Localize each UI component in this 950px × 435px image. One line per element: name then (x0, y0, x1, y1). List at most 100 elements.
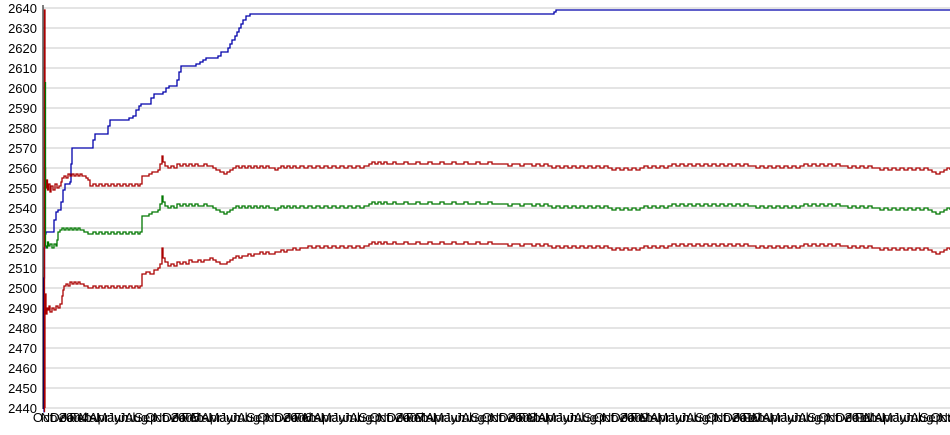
x-axis-month-label: Aug (685, 410, 710, 425)
x-axis-month-label: Jun (107, 410, 129, 425)
x-axis-month-label: Oct (257, 410, 278, 425)
x-axis-month-label: Nov (714, 410, 738, 425)
x-axis-month-label: Oct (145, 410, 166, 425)
x-axis-month-label: Feb (405, 410, 429, 425)
y-axis-tick-label: 2570 (8, 141, 37, 156)
x-axis-month-label: Dec (386, 410, 410, 425)
x-axis-month-label: Mar (190, 410, 214, 425)
x-axis-month-label: Jun (443, 410, 465, 425)
x-axis-month-label: Nov (938, 410, 950, 425)
x-axis-month-label: Mar (302, 410, 326, 425)
x-axis-month-label: Jan (172, 410, 194, 425)
x-axis-month-label: Apr (874, 410, 895, 425)
x-axis-month-label: Nov (40, 410, 64, 425)
y-axis-tick-label: 2530 (8, 221, 37, 236)
x-axis-month-label: Apr (425, 410, 446, 425)
x-axis-month-label: Dec (611, 410, 635, 425)
x-axis-month-label: Aug (910, 410, 934, 425)
y-axis-tick-label: 2550 (8, 181, 37, 196)
x-axis-month-label: Feb (69, 410, 92, 425)
x-axis-month-label: Sep (358, 410, 382, 425)
x-axis-month-label: Jun (892, 410, 914, 425)
x-axis-month-label: Oct (930, 410, 950, 425)
x-axis-month-label: Apr (88, 410, 110, 425)
x-axis-month-label: Dec (723, 410, 747, 425)
x-axis-month-label: Feb (630, 410, 653, 425)
x-axis-month-label: Jun (556, 410, 578, 425)
x-axis-month-label: May (96, 410, 121, 425)
x-axis-month-label: Oct (481, 410, 502, 425)
x-axis-month-label: Mar (639, 410, 662, 425)
x-axis-month-label: Dec (274, 410, 298, 425)
x-axis-month-label: Mar (751, 410, 775, 425)
x-axis-month-label: Nov (489, 410, 513, 425)
y-axis-tick-label: 2620 (8, 41, 37, 56)
x-axis-month-label: Jan (60, 410, 82, 425)
x-axis-month-label: Jun (668, 410, 690, 425)
x-axis-month-label: Nov (826, 410, 850, 425)
x-axis-month-label: Aug (461, 410, 485, 425)
x-axis-month-label: Jan (733, 410, 755, 425)
y-axis-tick-label: 2440 (8, 401, 37, 416)
x-axis-month-label: Mar (78, 410, 101, 425)
x-axis-month-label: May (208, 410, 233, 425)
x-axis-month-label: May (432, 410, 458, 425)
x-axis-month-label: Nov (377, 410, 401, 425)
x-axis-month-label: Oct (32, 410, 54, 425)
y-axis-tick-label: 2590 (8, 101, 37, 116)
x-axis-month-label: Jul (904, 410, 921, 425)
y-axis-tick-label: 2470 (8, 341, 37, 356)
y-axis-tick-label: 2450 (8, 381, 37, 396)
x-axis-month-label: Sep (134, 410, 158, 425)
x-axis-month-label: Jan (284, 410, 306, 425)
y-axis-tick-label: 2500 (8, 281, 37, 296)
x-axis-year-label: 2009 (619, 410, 649, 425)
y-axis-tick-label: 2520 (8, 241, 37, 256)
x-axis-month-label: Sep (919, 410, 943, 425)
x-axis-month-label: Feb (742, 410, 765, 425)
x-axis-month-label: Feb (181, 410, 204, 425)
x-axis-month-label: Sep (695, 410, 719, 425)
x-axis-month-label: Aug (349, 410, 373, 425)
x-axis-month-label: Jul (455, 410, 473, 425)
x-axis-month-label: Aug (573, 410, 597, 425)
x-axis-month-label: Dec (498, 410, 523, 425)
x-axis-month-label: Apr (762, 410, 783, 425)
series-red-upper-line (43, 9, 950, 412)
series-blue-line (43, 9, 950, 413)
x-axis-month-label: Jan (846, 410, 867, 425)
x-axis-month-label: Jul (118, 410, 136, 425)
x-axis-month-label: May (544, 410, 570, 425)
x-axis-month-label: Oct (706, 410, 727, 425)
x-axis-month-label: May (769, 410, 794, 425)
y-axis-tick-label: 2600 (8, 81, 37, 96)
x-axis-month-label: Sep (246, 410, 270, 425)
x-axis-month-label: May (657, 410, 682, 425)
x-axis-month-label: Nov (152, 410, 177, 425)
x-axis-month-label: Sep (583, 410, 607, 425)
y-axis-tick-label: 2560 (8, 161, 37, 176)
x-axis-month-label: Mar (527, 410, 550, 425)
x-axis-year-label: 2004 (58, 410, 88, 425)
x-axis-month-label: Feb (854, 410, 878, 425)
x-axis-month-label: Jan (621, 410, 643, 425)
x-axis-month-label: Apr (201, 410, 222, 425)
y-axis-tick-label: 2580 (8, 121, 37, 136)
x-axis-year-label: 2006 (282, 410, 312, 425)
x-axis-month-label: Jul (231, 410, 248, 425)
y-axis-tick-label: 2630 (8, 21, 37, 36)
y-axis-tick-label: 2540 (8, 201, 37, 216)
x-axis-month-label: Oct (593, 410, 615, 425)
x-axis-month-label: Mar (415, 410, 438, 425)
x-axis-month-label: Apr (313, 410, 334, 425)
x-axis-month-label: Jun (331, 410, 353, 425)
x-axis-month-label: Nov (601, 410, 625, 425)
x-axis-month-label: Dec (50, 410, 74, 425)
x-axis-year-label: 2008 (507, 410, 537, 425)
y-axis-tick-label: 2610 (8, 61, 37, 76)
series-red-lower-line (44, 241, 950, 408)
x-axis-month-label: Dec (835, 410, 859, 425)
x-axis-month-label: Jul (679, 410, 697, 425)
